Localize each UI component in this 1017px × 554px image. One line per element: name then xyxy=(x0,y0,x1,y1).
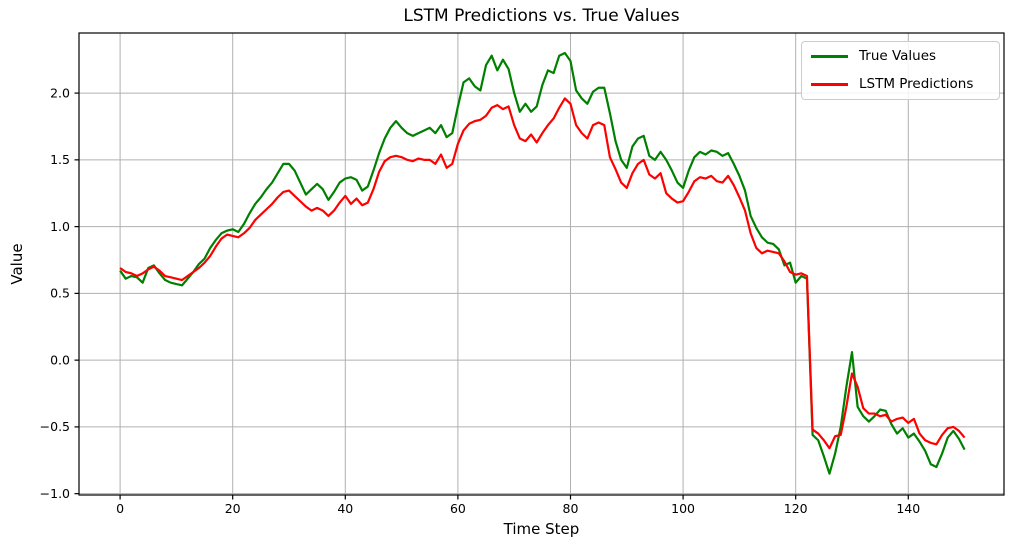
legend: True Values LSTM Predictions xyxy=(801,41,1000,100)
x-tick-label: 0 xyxy=(116,501,124,516)
x-tick-label: 60 xyxy=(450,501,466,516)
lstm-predictions-line-sample xyxy=(811,82,848,86)
y-tick-label: −1.0 xyxy=(40,486,70,501)
x-tick-label: 40 xyxy=(337,501,353,516)
y-tick-label: 0.5 xyxy=(50,286,70,301)
chart-title: LSTM Predictions vs. True Values xyxy=(403,6,680,26)
true-values-line-sample xyxy=(811,55,848,59)
plot-border xyxy=(78,32,1005,496)
y-tick-label: 1.0 xyxy=(50,219,70,234)
y-tick-label: 2.0 xyxy=(50,85,70,100)
x-tick-label: 140 xyxy=(896,501,920,516)
series-line-true-values xyxy=(119,51,966,475)
legend-label-lstm-predictions: LSTM Predictions xyxy=(859,75,974,92)
x-tick-label: 100 xyxy=(671,501,695,516)
y-tick-label: 1.5 xyxy=(50,152,70,167)
x-tick-label: 20 xyxy=(225,501,241,516)
series-line-lstm-predictions xyxy=(119,97,966,450)
x-tick-label: 80 xyxy=(563,501,579,516)
x-tick-label: 120 xyxy=(784,501,808,516)
legend-item-lstm-predictions: LSTM Predictions xyxy=(811,75,989,92)
x-axis-label: Time Step xyxy=(503,520,580,538)
legend-item-true-values: True Values xyxy=(811,48,989,64)
y-axis-label: Value xyxy=(8,243,26,285)
legend-label-true-values: True Values xyxy=(859,48,937,64)
y-tick-label: 0.0 xyxy=(50,352,70,367)
y-tick-label: −0.5 xyxy=(40,419,70,434)
